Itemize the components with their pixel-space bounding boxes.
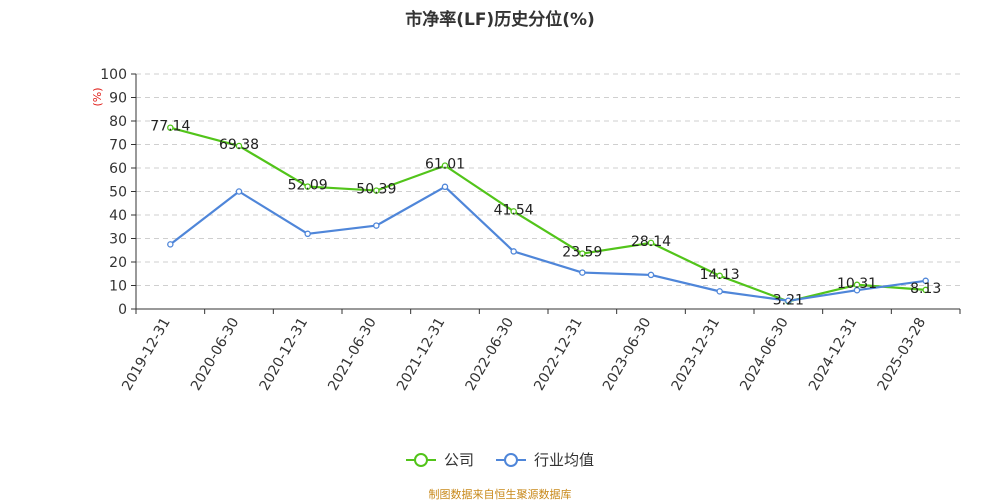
y-tick-label: 30: [109, 232, 127, 248]
data-label: 8.13: [910, 281, 941, 297]
x-tick-label: 2024-06-30: [737, 315, 792, 393]
y-tick-label: 70: [109, 138, 127, 154]
y-tick-label: 60: [109, 161, 127, 177]
data-point: [235, 142, 243, 150]
x-tick-label: 2019-12-31: [119, 315, 174, 393]
y-tick-label: 0: [118, 302, 127, 318]
data-point: [167, 241, 174, 248]
x-tick-label: 2024-12-31: [806, 315, 861, 393]
data-label: 61.01: [425, 157, 465, 173]
data-point: [167, 124, 174, 131]
data-point: [441, 183, 449, 191]
y-tick-label: 80: [109, 114, 127, 130]
data-label: 41.54: [494, 202, 534, 218]
y-tick-label: 10: [109, 279, 127, 295]
legend-swatch-industry-avg: [496, 452, 526, 468]
data-label: 77.14: [150, 119, 190, 135]
series-layer: [167, 124, 929, 305]
data-point: [441, 162, 449, 169]
x-tick-label: 2022-12-31: [531, 315, 586, 393]
x-tick-label: 2020-12-31: [257, 315, 312, 393]
x-tick-label: 2025-03-28: [875, 315, 930, 393]
legend: 公司 行业均值: [0, 449, 1000, 470]
y-tick-label: 50: [109, 185, 127, 201]
data-label: 3.21: [773, 292, 804, 308]
y-tick-label: 90: [109, 91, 127, 107]
legend-item-industry-avg[interactable]: 行业均值: [496, 449, 594, 470]
x-tick-label: 2020-06-30: [188, 315, 243, 393]
data-point: [579, 269, 586, 276]
axis-layer: 0 10 20 30 40 50 60 70 80 90 100 (%) 2019-12-31 2020-…: [91, 67, 961, 393]
data-point: [716, 288, 723, 295]
y-tick-label: 100: [100, 67, 127, 83]
data-label: 23.59: [562, 245, 602, 261]
data-point: [373, 222, 380, 229]
grid-layer: [136, 73, 960, 286]
x-tick-label: 2023-12-31: [669, 315, 724, 393]
data-label: 69.38: [219, 137, 259, 153]
data-point: [647, 271, 655, 279]
data-point: [785, 297, 792, 305]
data-point: [853, 286, 861, 294]
data-label: 50.39: [356, 182, 396, 198]
data-point: [922, 277, 929, 285]
data-point: [304, 230, 311, 238]
data-point: [510, 208, 517, 215]
data-label: 10.31: [837, 276, 877, 292]
data-point: [922, 286, 929, 294]
data-point: [304, 183, 311, 190]
source-note: 制图数据来自恒生聚源数据库: [428, 488, 572, 501]
x-tick-label: 2021-06-30: [325, 315, 380, 393]
data-point: [510, 248, 517, 255]
data-point: [579, 250, 586, 257]
x-tick-label: 2023-06-30: [600, 315, 655, 393]
data-label: 52.09: [288, 178, 328, 194]
x-tick-label: 2022-06-30: [463, 315, 518, 393]
x-tick-label: 2021-12-31: [394, 315, 449, 393]
series-line: [169, 185, 926, 302]
y-tick-label: 40: [109, 208, 127, 224]
data-label: 28.14: [631, 234, 671, 250]
legend-label-company: 公司: [443, 451, 474, 469]
legend-label-industry-avg: 行业均值: [534, 451, 595, 469]
data-point: [647, 239, 655, 247]
y-axis-label: (%): [91, 87, 104, 106]
data-point: [373, 187, 380, 194]
data-label-layer: 77.14 69.38 52.09 50.39 61.01 41.54 23.59 28.14…: [150, 119, 941, 309]
y-tick-label: 20: [109, 255, 127, 271]
legend-item-company[interactable]: 公司: [405, 449, 474, 470]
chart-title: 市净率(LF)历史分位(%): [405, 10, 595, 30]
legend-swatch-company: [405, 452, 436, 468]
data-point: [235, 188, 243, 195]
data-label: 14.13: [700, 267, 740, 283]
data-point: [716, 272, 723, 280]
